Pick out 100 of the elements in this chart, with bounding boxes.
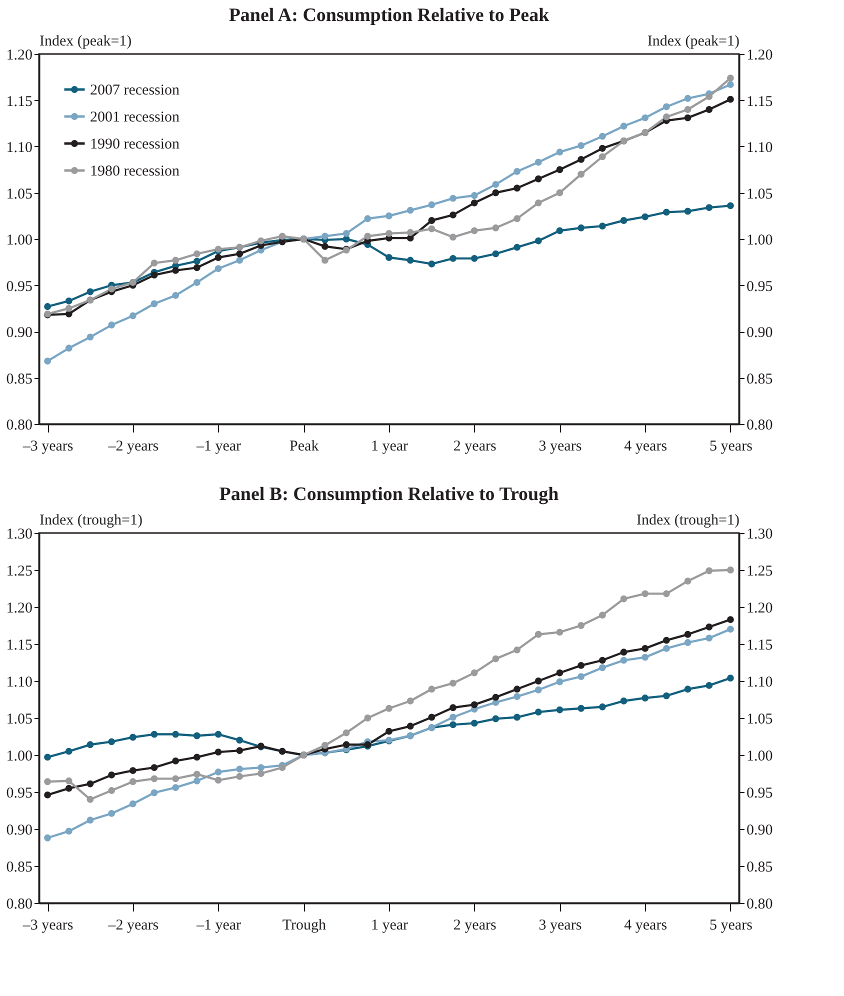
point [598,144,606,152]
point [428,201,436,208]
point [514,244,521,251]
y-tick-label: 0.80 [6,418,32,434]
point [278,764,286,772]
point [150,764,158,772]
x-tick-label: –2 years [107,918,159,934]
point [470,199,478,206]
point [386,254,392,261]
point [65,344,72,352]
point [450,714,456,721]
y2-tick-label: 1.00 [746,748,773,764]
point [236,766,244,773]
y2-tick-label: 0.90 [746,822,773,838]
point [662,644,670,652]
point [44,358,51,365]
point [450,211,456,218]
y2-tick-label: 1.05 [746,186,773,202]
y-tick-label: 0.90 [6,822,32,838]
y2-tick-label: 1.00 [746,232,773,248]
point [322,742,328,749]
point [108,772,116,778]
y-tick-label: 1.05 [6,712,32,728]
point [620,648,628,656]
point [662,113,670,120]
x-tick-label: 2 years [453,918,496,934]
point [150,260,158,267]
point [342,230,350,237]
legend-label: 2007 recession [90,82,180,98]
point [406,206,414,214]
point [534,237,542,244]
point [450,721,456,728]
y2-tick-label: 0.85 [746,371,773,388]
y-tick-label: 1.20 [6,600,32,616]
point [470,701,478,708]
point [598,656,606,664]
point [108,322,116,328]
point [556,706,564,714]
point [214,254,222,261]
point [534,630,542,638]
point [556,628,564,636]
point [727,81,734,88]
point [364,215,372,222]
y-tick-label: 1.25 [6,564,32,580]
y2-tick-label: 0.80 [746,896,773,912]
point [450,234,456,241]
y2-tick-label: 1.10 [746,674,773,690]
x-tick-label: 3 years [538,438,582,454]
point [65,828,72,835]
point [684,630,692,638]
point [65,777,72,784]
point [620,217,628,224]
point [428,686,436,693]
point [578,156,585,163]
point [662,103,670,110]
point [534,686,542,694]
point [684,208,692,215]
point [44,834,51,842]
point [150,300,158,308]
point [598,153,606,160]
point [44,792,51,798]
point [172,730,180,738]
point [684,106,692,113]
point [514,646,521,654]
point [534,678,542,684]
point [172,757,180,764]
y2-axis-title: Index (trough=1) [636,512,740,528]
point [214,748,222,756]
point [193,770,200,778]
point [150,789,158,796]
point [642,114,649,122]
point [706,567,713,574]
point [172,256,180,264]
point [193,754,200,761]
legend-label: 1980 recession [90,164,180,180]
x-tick-label: Peak [290,438,320,454]
point [470,192,478,199]
point [193,250,200,258]
point [129,312,136,320]
y2-tick-label: 0.80 [746,418,773,434]
x-tick-label: 3 years [538,918,582,934]
point [108,285,116,292]
y2-tick-label: 1.15 [746,94,773,110]
point [620,656,628,664]
point [492,715,500,722]
point [534,708,542,716]
point [108,787,116,794]
point [642,644,649,652]
point [108,738,116,746]
legend-label: 2001 recession [90,110,180,126]
point [193,264,200,272]
point [706,106,713,113]
point [470,720,478,727]
point [556,678,564,686]
y2-tick-label: 0.85 [746,860,773,876]
point [492,180,500,188]
x-tick-label: 4 years [624,918,668,934]
point [598,222,606,230]
point [428,714,436,721]
point [386,728,392,735]
